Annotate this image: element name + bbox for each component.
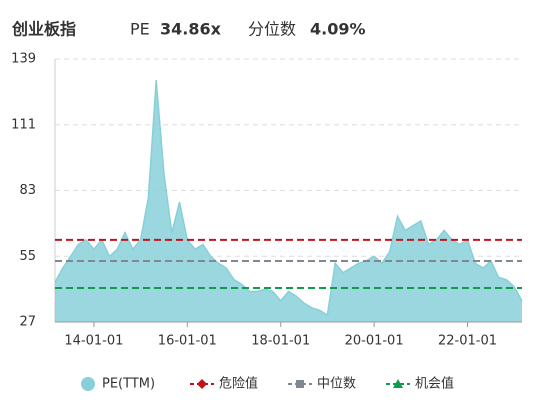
stat-value: 4.09% [310,20,366,39]
chart-title: 创业板指 [11,20,76,39]
legend-label: 机会值 [415,376,454,392]
stat-value: 34.86x [160,20,222,39]
x-tick-label: 18-01-01 [251,334,310,349]
y-tick-label: 27 [19,315,36,330]
y-tick-label: 139 [11,52,36,67]
legend-marker [393,379,403,388]
y-tick-label: 55 [19,249,36,264]
legend-label: 危险值 [219,376,258,392]
x-tick-label: 22-01-01 [438,334,497,349]
legend-marker [81,377,95,391]
x-tick-label: 14-01-01 [64,334,123,349]
x-tick-label: 16-01-01 [158,334,217,349]
legend-marker [296,380,304,388]
area-line [54,80,523,317]
y-tick-label: 83 [19,183,36,198]
stat-name: 分位数 [248,20,296,39]
legend-marker [197,379,207,389]
area [55,80,522,322]
x-tick-label: 20-01-01 [345,334,404,349]
legend-label: 中位数 [317,377,356,392]
y-tick-label: 111 [11,117,36,132]
legend-label: PE(TTM) [102,377,155,392]
stat-name: PE [130,20,150,39]
